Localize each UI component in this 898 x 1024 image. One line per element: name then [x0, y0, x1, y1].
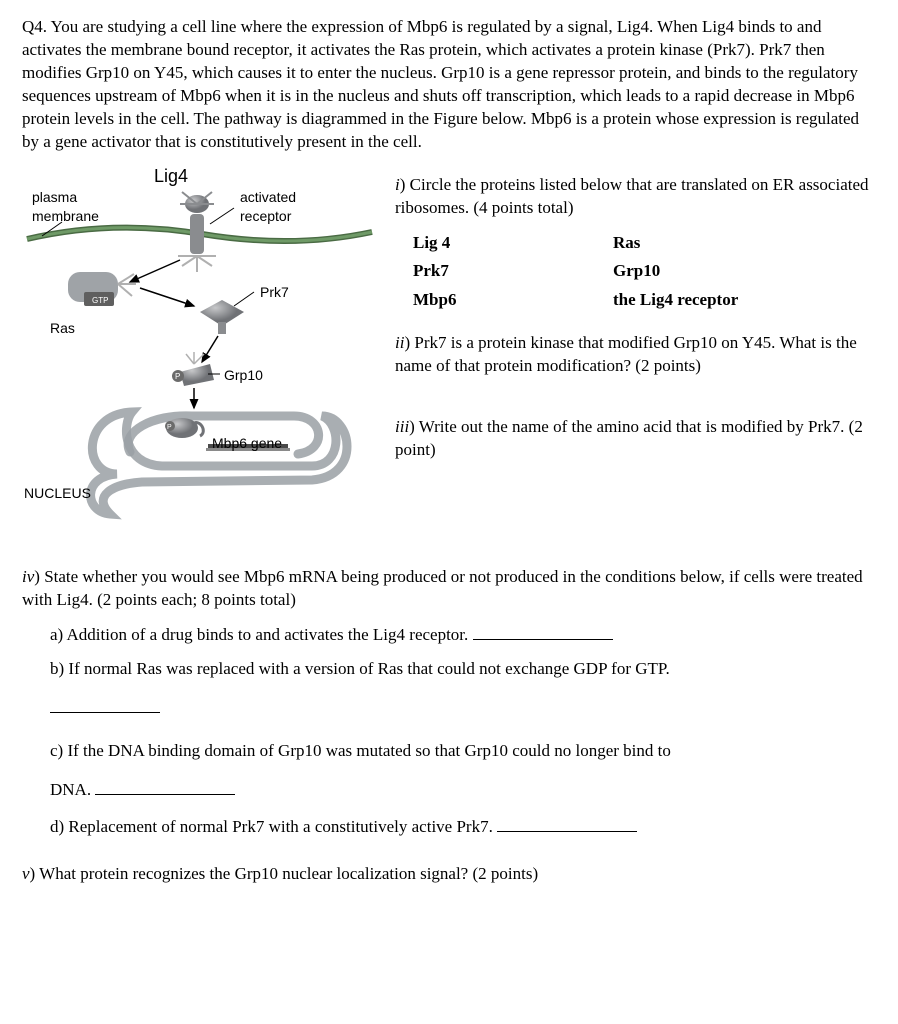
- blank-c[interactable]: [95, 780, 235, 795]
- q-iv-d-text: d) Replacement of normal Prk7 with a con…: [50, 817, 493, 836]
- p-ras: Ras: [613, 232, 813, 255]
- q-ii-text: ) Prk7 is a protein kinase that modified…: [395, 333, 857, 375]
- diagram-label-mbp6gene: Mbp6 gene: [212, 434, 282, 453]
- diagram-label-ras: Ras: [50, 319, 75, 338]
- q-iv-c: c) If the DNA binding domain of Grp10 wa…: [50, 740, 876, 763]
- diagram-label-gtp: GTP: [92, 296, 108, 307]
- p-receptor: the Lig4 receptor: [613, 289, 813, 312]
- diagram-label-grp10: Grp10: [224, 366, 263, 385]
- blank-a[interactable]: [473, 625, 613, 640]
- svg-text:P: P: [175, 372, 180, 381]
- p-prk7: Prk7: [413, 260, 613, 283]
- diagram-label-activated: activated receptor: [240, 188, 296, 226]
- q-iv-a: a) Addition of a drug binds to and activ…: [50, 624, 876, 647]
- question-ii: ii) Prk7 is a protein kinase that modifi…: [395, 332, 876, 378]
- q-v-text: ) What protein recognizes the Grp10 nucl…: [30, 864, 539, 883]
- svg-text:P: P: [167, 424, 172, 431]
- blank-b[interactable]: [50, 698, 160, 713]
- p-grp10: Grp10: [613, 260, 813, 283]
- question-iii: iii) Write out the name of the amino aci…: [395, 416, 876, 462]
- q-iv-c2-text: DNA.: [50, 780, 91, 799]
- protein-list: Lig 4 Prk7 Mbp6 Ras Grp10 the Lig4 recep…: [413, 226, 876, 319]
- blank-d[interactable]: [497, 817, 637, 832]
- diagram-label-nucleus: NUCLEUS: [24, 484, 91, 503]
- q-iv-a-text: a) Addition of a drug binds to and activ…: [50, 625, 468, 644]
- question-v: v) What protein recognizes the Grp10 nuc…: [22, 863, 876, 886]
- p-mbp6: Mbp6: [413, 289, 613, 312]
- diagram-label-prk7: Prk7: [260, 283, 289, 302]
- q-iv-c-text: c) If the DNA binding domain of Grp10 wa…: [50, 741, 671, 760]
- q-v-prefix: v: [22, 864, 30, 883]
- diagram-label-lig4: Lig4: [154, 164, 188, 188]
- q-iii-text: ) Write out the name of the amino acid t…: [395, 417, 863, 459]
- question-iv: iv) State whether you would see Mbp6 mRN…: [22, 566, 876, 612]
- q-iv-b-text: b) If normal Ras was replaced with a ver…: [50, 659, 670, 678]
- q-i-text: ) Circle the proteins listed below that …: [395, 175, 869, 217]
- q-iv-text: ) State whether you would see Mbp6 mRNA …: [22, 567, 863, 609]
- pathway-diagram: Lig4 plasma membrane activated receptor …: [22, 164, 377, 544]
- q-iv-prefix: iv: [22, 567, 34, 586]
- question-intro: Q4. You are studying a cell line where t…: [22, 16, 876, 154]
- q-iv-b: b) If normal Ras was replaced with a ver…: [50, 658, 876, 681]
- q-iv-d: d) Replacement of normal Prk7 with a con…: [50, 816, 876, 839]
- p-lig4: Lig 4: [413, 232, 613, 255]
- q-iii-prefix: iii: [395, 417, 409, 436]
- diagram-label-plasma: plasma membrane: [32, 188, 99, 226]
- question-i: i) Circle the proteins listed below that…: [395, 174, 876, 220]
